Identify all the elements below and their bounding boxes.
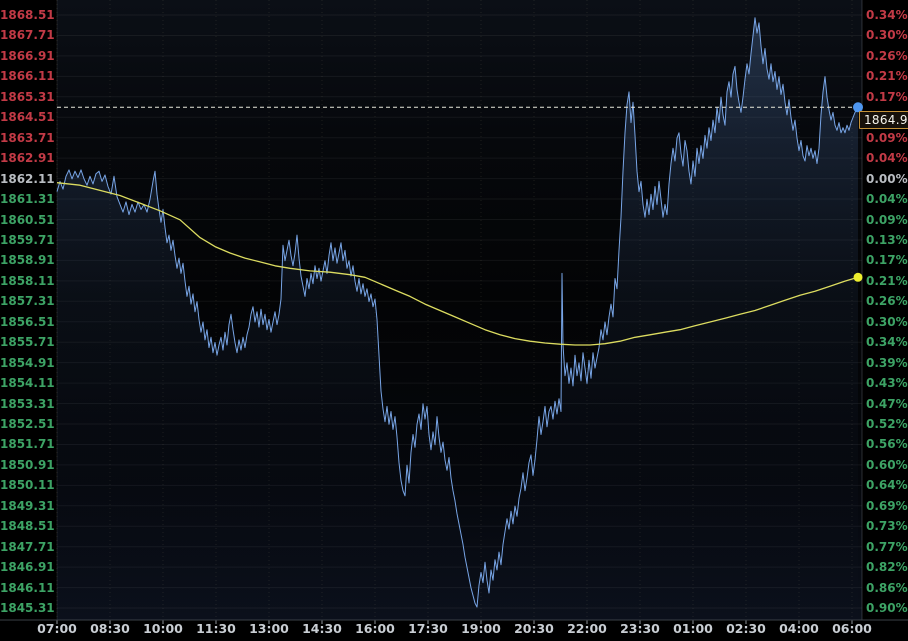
price-area-fill [57, 17, 858, 621]
current-price-dot [853, 102, 863, 113]
current-price-tag: 1864.90 [859, 111, 908, 129]
price-line [56, 17, 859, 608]
moving-average-line [56, 182, 859, 346]
ma-endpoint-dot [853, 272, 863, 282]
